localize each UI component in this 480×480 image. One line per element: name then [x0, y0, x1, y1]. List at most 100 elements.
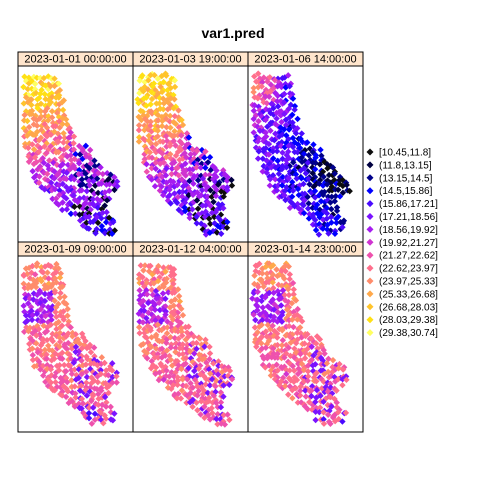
prediction-point — [333, 207, 341, 215]
legend-swatch — [366, 161, 374, 169]
prediction-point — [51, 186, 59, 193]
prediction-point — [55, 367, 63, 374]
prediction-point — [332, 192, 339, 200]
legend-label: (19.92,21.27] — [379, 238, 438, 249]
prediction-point — [290, 367, 298, 374]
prediction-point — [206, 171, 213, 179]
prediction-point — [174, 181, 181, 189]
prediction-point — [43, 149, 50, 157]
prediction-point — [41, 108, 49, 115]
prediction-point — [88, 174, 96, 181]
prediction-point — [201, 403, 208, 410]
prediction-point — [168, 309, 175, 316]
prediction-point — [56, 86, 64, 94]
legend-label: (15.86,17.21] — [379, 199, 438, 210]
prediction-point — [312, 370, 319, 378]
prediction-point — [94, 378, 102, 386]
prediction-point — [99, 177, 106, 184]
prediction-point — [194, 383, 201, 390]
prediction-point — [156, 100, 163, 107]
legend-label: (18.56,19.92] — [379, 225, 438, 236]
prediction-point — [215, 201, 222, 208]
prediction-point — [53, 325, 60, 333]
prediction-point — [65, 187, 72, 195]
prediction-point — [262, 133, 270, 140]
legend-swatch — [366, 290, 374, 298]
prediction-point — [110, 218, 117, 226]
prediction-point — [167, 124, 174, 131]
prediction-point — [224, 372, 232, 380]
prediction-point — [29, 356, 37, 364]
prediction-point — [191, 376, 199, 384]
prediction-point — [224, 218, 231, 226]
prediction-point — [304, 377, 311, 384]
prediction-point — [163, 339, 170, 347]
prediction-point — [37, 113, 45, 120]
prediction-point — [42, 112, 49, 120]
prediction-point — [170, 271, 178, 278]
prediction-point — [86, 404, 93, 411]
prediction-point — [38, 86, 45, 94]
prediction-point — [320, 398, 327, 405]
prediction-point — [269, 296, 277, 303]
prediction-point — [191, 367, 198, 375]
legend-label: (17.21,18.56] — [379, 212, 438, 223]
prediction-point — [258, 297, 265, 305]
prediction-point — [48, 93, 56, 101]
prediction-point — [82, 414, 90, 421]
prediction-point — [281, 275, 288, 282]
prediction-point — [67, 165, 74, 173]
prediction-point — [286, 83, 293, 90]
prediction-point — [69, 333, 76, 340]
prediction-point — [297, 383, 304, 390]
prediction-point — [144, 92, 151, 99]
prediction-point — [51, 373, 59, 380]
prediction-point — [316, 161, 324, 168]
prediction-point — [56, 176, 64, 183]
prediction-point — [167, 200, 174, 207]
prediction-point — [204, 159, 212, 166]
prediction-point — [21, 111, 28, 119]
prediction-point — [59, 388, 66, 395]
prediction-point — [178, 365, 185, 373]
prediction-point — [270, 345, 277, 352]
prediction-point — [339, 366, 347, 373]
prediction-point — [308, 387, 315, 394]
prediction-point — [205, 366, 213, 373]
prediction-point — [98, 180, 105, 187]
prediction-point — [91, 157, 98, 164]
prediction-point — [223, 224, 231, 231]
prediction-point — [285, 291, 293, 299]
prediction-point — [222, 366, 229, 374]
prediction-point — [154, 321, 162, 328]
prediction-point — [136, 287, 143, 294]
prediction-point — [268, 164, 275, 171]
prediction-point — [103, 399, 110, 406]
prediction-point — [214, 420, 221, 428]
prediction-point — [193, 213, 200, 220]
prediction-point — [202, 160, 210, 168]
prediction-point — [35, 148, 43, 156]
prediction-point — [220, 193, 227, 200]
prediction-point — [103, 209, 110, 216]
prediction-point — [154, 268, 161, 276]
prediction-point — [281, 187, 289, 195]
prediction-point — [264, 355, 271, 362]
legend-label: (21.27,22.62] — [379, 251, 438, 262]
prediction-point — [172, 344, 179, 352]
prediction-point — [302, 387, 309, 394]
prediction-point — [86, 343, 93, 351]
prediction-point — [166, 104, 174, 111]
prediction-point — [48, 173, 56, 181]
prediction-point — [289, 119, 296, 126]
prediction-point — [278, 342, 286, 349]
prediction-point — [47, 131, 55, 138]
prediction-point — [39, 269, 47, 276]
prediction-point — [88, 420, 96, 427]
prediction-point — [281, 291, 288, 299]
prediction-point — [37, 100, 45, 107]
prediction-point — [166, 304, 174, 311]
prediction-point — [43, 140, 50, 147]
prediction-point — [291, 203, 298, 210]
prediction-point — [114, 182, 121, 190]
